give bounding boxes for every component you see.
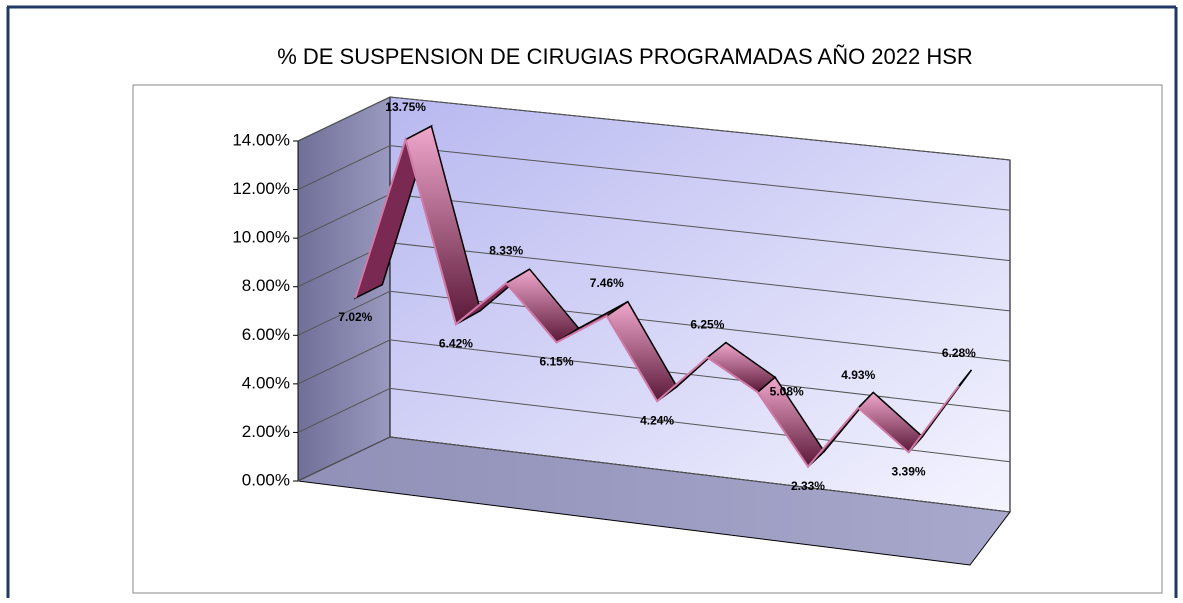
grid-line: [297, 96, 1011, 161]
y-tick-label: 10.00%: [232, 228, 290, 247]
grid-line: [297, 339, 1011, 412]
value-label: 13.75%: [385, 100, 426, 114]
value-label: 8.33%: [489, 243, 523, 257]
value-label: 6.15%: [539, 355, 573, 369]
value-label: 4.93%: [841, 368, 875, 382]
side-wall: [297, 96, 391, 482]
y-tick-label: 6.00%: [242, 325, 290, 344]
chart-title: % DE SUSPENSION DE CIRUGIAS PROGRAMADAS …: [277, 44, 973, 69]
grid-line: [297, 436, 1011, 513]
value-label: 6.25%: [690, 318, 724, 332]
grid-line: [297, 145, 1011, 211]
value-label: 3.39%: [892, 464, 926, 478]
value-label: 6.28%: [942, 346, 976, 360]
value-label: 6.42%: [439, 336, 473, 350]
grid-line: [297, 290, 1011, 362]
value-label: 4.24%: [640, 413, 674, 427]
y-tick-label: 4.00%: [242, 373, 290, 392]
value-label: 7.02%: [338, 310, 372, 324]
y-tick-label: 2.00%: [242, 422, 290, 441]
ribbon-edge: [354, 136, 960, 469]
value-label: 5.08%: [770, 384, 804, 398]
y-tick-label: 0.00%: [242, 470, 290, 489]
value-label: 7.46%: [590, 276, 624, 290]
y-tick-label: 12.00%: [232, 179, 290, 198]
y-tick-label: 14.00%: [232, 130, 290, 149]
y-tick-label: 8.00%: [242, 276, 290, 295]
value-label: 2.33%: [791, 479, 825, 493]
